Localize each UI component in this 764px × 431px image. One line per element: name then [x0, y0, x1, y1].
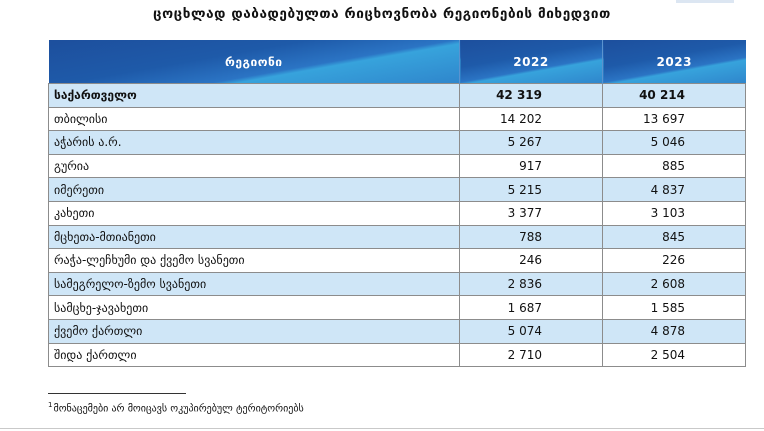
value-2022-cell: 2 836	[459, 271, 603, 297]
region-cell: აჭარის ა.რ.	[48, 130, 460, 155]
region-cell: სამცხე-ჯავახეთი	[48, 295, 460, 320]
region-cell: იმერეთი	[48, 177, 460, 202]
value-2023-cell: 885	[602, 153, 746, 179]
value-2023-cell: 4 837	[602, 177, 746, 202]
value-2022-cell: 42 319	[459, 83, 603, 108]
value-2023-cell: 1 585	[602, 295, 746, 320]
value-2023-cell: 3 103	[602, 200, 746, 226]
header-2023: 2023	[602, 40, 746, 84]
header-2022: 2022	[459, 40, 603, 84]
value-2022-cell: 5 215	[459, 177, 603, 202]
region-cell: გურია	[48, 153, 460, 179]
page-title: ცოცხლად დაბადებულთა რიცხოვნობა რეგიონები…	[153, 6, 611, 22]
value-2023-cell: 845	[602, 224, 746, 250]
header-region: რეგიონი	[48, 40, 460, 84]
bottom-divider	[0, 428, 764, 429]
footnote-marker: 1	[48, 401, 53, 409]
value-2023-cell: 5 046	[602, 130, 746, 155]
value-2022-cell: 14 202	[459, 106, 603, 132]
table-row: თბილისი 14 202 13 697	[48, 106, 746, 132]
value-2023-cell: 4 878	[602, 318, 746, 344]
value-2022-cell: 788	[459, 224, 603, 250]
region-cell: ქვემო ქართლი	[48, 318, 460, 344]
table-body: საქართველო 42 319 40 214 თბილისი 14 202 …	[48, 83, 746, 368]
table-header-row: რეგიონი 2022 2023	[48, 40, 746, 84]
births-by-region-table: რეგიონი 2022 2023 საქართველო 42 319 40 2…	[48, 40, 746, 368]
footnote-divider	[48, 393, 186, 394]
table-row: სამეგრელო-ზემო სვანეთი 2 836 2 608	[48, 271, 746, 297]
table-row: კახეთი 3 377 3 103	[48, 200, 746, 226]
value-2022-cell: 917	[459, 153, 603, 179]
table-row: აჭარის ა.რ. 5 267 5 046	[48, 130, 746, 155]
table-row: რაჭა-ლეჩხუმი და ქვემო სვანეთი 246 226	[48, 248, 746, 273]
value-2023-cell: 13 697	[602, 106, 746, 132]
value-2022-cell: 1 687	[459, 295, 603, 320]
value-2022-cell: 3 377	[459, 200, 603, 226]
table-row: შიდა ქართლი 2 710 2 504	[48, 342, 746, 368]
value-2023-cell: 226	[602, 248, 746, 273]
table-row: სამცხე-ჯავახეთი 1 687 1 585	[48, 295, 746, 320]
footnote-text: მონაცემები არ მოიცავს ოკუპირებულ ტერიტორ…	[53, 403, 304, 415]
table-row: გურია 917 885	[48, 153, 746, 179]
value-2022-cell: 5 074	[459, 318, 603, 344]
top-accent-bar	[676, 0, 734, 3]
footnote: 1მონაცემები არ მოიცავს ოკუპირებულ ტერიტო…	[48, 401, 304, 414]
value-2022-cell: 246	[459, 248, 603, 273]
table-row-total: საქართველო 42 319 40 214	[48, 83, 746, 108]
value-2023-cell: 40 214	[602, 83, 746, 108]
value-2023-cell: 2 504	[602, 342, 746, 368]
region-cell: კახეთი	[48, 200, 460, 226]
region-cell: თბილისი	[48, 106, 460, 132]
region-cell: შიდა ქართლი	[48, 342, 460, 368]
region-cell: რაჭა-ლეჩხუმი და ქვემო სვანეთი	[48, 248, 460, 273]
region-cell: საქართველო	[48, 83, 460, 108]
value-2023-cell: 2 608	[602, 271, 746, 297]
table-row: ქვემო ქართლი 5 074 4 878	[48, 318, 746, 344]
value-2022-cell: 2 710	[459, 342, 603, 368]
region-cell: სამეგრელო-ზემო სვანეთი	[48, 271, 460, 297]
table-row: იმერეთი 5 215 4 837	[48, 177, 746, 202]
value-2022-cell: 5 267	[459, 130, 603, 155]
table-row: მცხეთა-მთიანეთი 788 845	[48, 224, 746, 250]
region-cell: მცხეთა-მთიანეთი	[48, 224, 460, 250]
